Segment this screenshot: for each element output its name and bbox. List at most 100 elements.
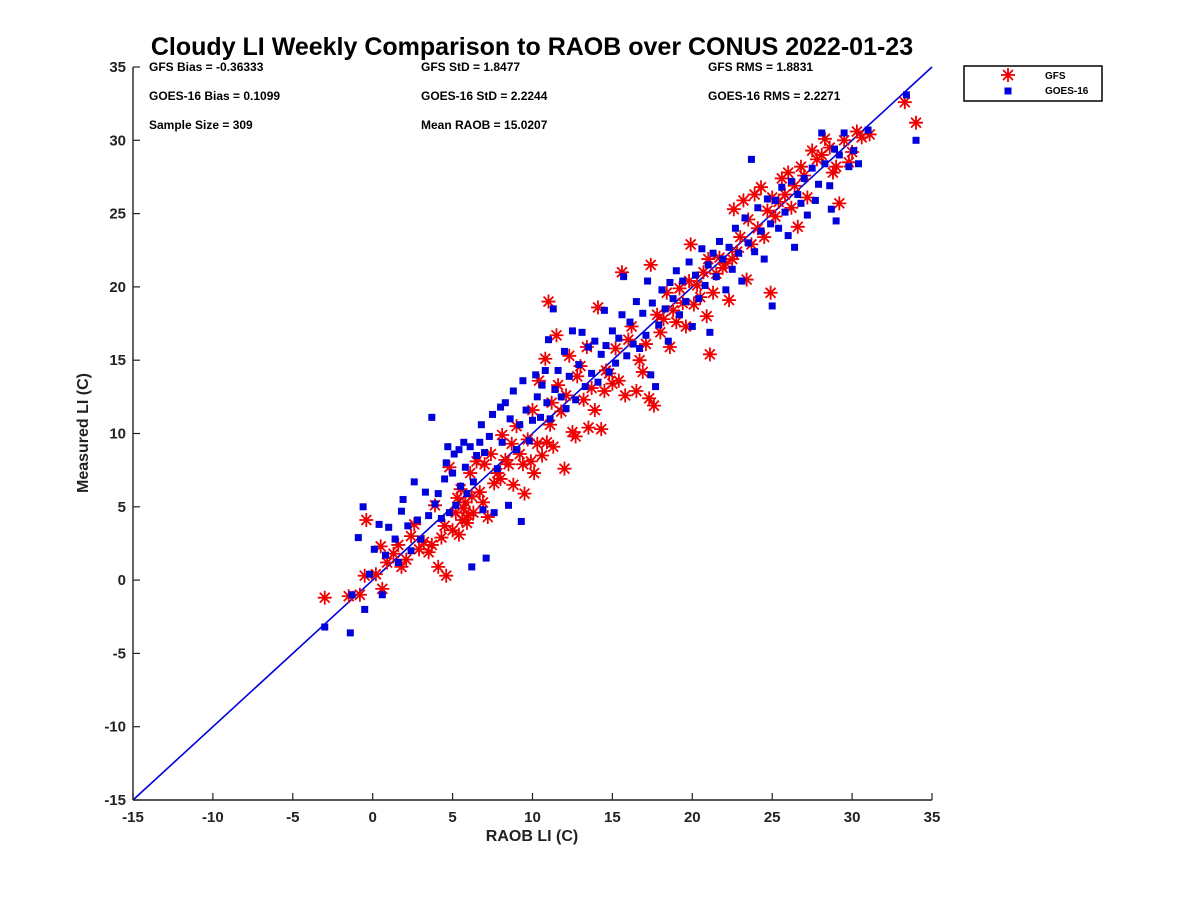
gfs-point bbox=[817, 131, 832, 146]
gfs-point bbox=[523, 454, 538, 469]
x-tick-label: 20 bbox=[684, 809, 701, 826]
goes16-point bbox=[421, 488, 429, 496]
gfs-point bbox=[754, 180, 769, 195]
gfs-point bbox=[490, 466, 505, 481]
gfs-point bbox=[594, 422, 609, 437]
goes16-point bbox=[620, 273, 628, 281]
goes16-point bbox=[497, 403, 505, 411]
gfs-point bbox=[487, 476, 502, 491]
goes16-point bbox=[361, 605, 369, 613]
gfs-point bbox=[763, 285, 778, 300]
gfs-point bbox=[706, 285, 721, 300]
gfs-point bbox=[624, 319, 639, 334]
x-tick-label: 25 bbox=[764, 809, 781, 826]
goes16-point bbox=[445, 509, 453, 517]
goes16-point bbox=[509, 387, 517, 395]
gfs-point bbox=[493, 471, 508, 486]
x-tick-label: 15 bbox=[604, 809, 621, 826]
gfs-point bbox=[557, 461, 572, 476]
gfs-point bbox=[629, 383, 644, 398]
goes16-point bbox=[642, 331, 650, 339]
y-tick-label: 20 bbox=[109, 279, 126, 296]
goes16-point bbox=[832, 217, 840, 225]
goes16-point bbox=[647, 371, 655, 379]
gfs-point bbox=[793, 159, 808, 174]
goes16-point bbox=[652, 383, 660, 391]
gfs-point bbox=[635, 364, 650, 379]
gfs-point bbox=[829, 159, 844, 174]
goes16-point bbox=[525, 437, 533, 445]
goes16-point bbox=[608, 327, 616, 335]
goes16-point bbox=[731, 224, 739, 232]
goes16-point bbox=[551, 386, 559, 394]
goes16-point bbox=[370, 545, 378, 553]
goes16-point bbox=[701, 281, 709, 289]
gfs-point bbox=[656, 312, 671, 327]
gfs-point bbox=[832, 196, 847, 211]
gfs-point bbox=[472, 485, 487, 500]
goes16-point bbox=[831, 145, 839, 153]
gfs-point bbox=[544, 395, 559, 410]
goes16-point bbox=[549, 305, 557, 313]
goes16-point bbox=[366, 570, 374, 578]
goes16-point bbox=[597, 350, 605, 358]
gfs-point bbox=[466, 505, 481, 520]
goes16-point bbox=[532, 371, 540, 379]
goes16-point bbox=[902, 91, 910, 99]
stat-text: GFS RMS = 1.8831 bbox=[708, 60, 813, 74]
gfs-point bbox=[837, 133, 852, 148]
goes16-point bbox=[498, 438, 506, 446]
gfs-point bbox=[404, 529, 419, 544]
gfs-point bbox=[696, 265, 711, 280]
gfs-point bbox=[774, 171, 789, 186]
gfs-point bbox=[597, 383, 612, 398]
stat-text: GOES-16 Bias = 0.1099 bbox=[149, 89, 280, 103]
goes16-point bbox=[794, 191, 802, 199]
gfs-point bbox=[437, 518, 452, 533]
gfs-point bbox=[539, 435, 554, 450]
goes16-point bbox=[354, 534, 362, 542]
goes16-point bbox=[541, 366, 549, 374]
gfs-point bbox=[407, 517, 422, 532]
stat-text: GFS StD = 1.8477 bbox=[421, 60, 520, 74]
legend: GFS GOES-16 bbox=[963, 65, 1103, 102]
gfs-point bbox=[659, 285, 674, 300]
gfs-point bbox=[448, 505, 463, 520]
gfs-point bbox=[686, 297, 701, 312]
goes16-point bbox=[781, 208, 789, 216]
goes16-point bbox=[466, 443, 474, 451]
goes16-point bbox=[605, 368, 613, 376]
goes16-point bbox=[578, 328, 586, 336]
legend-gfs-marker bbox=[1001, 68, 1015, 82]
gfs-point bbox=[551, 378, 566, 393]
goes16-point bbox=[485, 432, 493, 440]
goes16-point bbox=[442, 459, 450, 467]
series-goes16 bbox=[321, 91, 920, 637]
goes16-point bbox=[760, 255, 768, 263]
goes16-point bbox=[706, 328, 714, 336]
chart-title: Cloudy LI Weekly Comparison to RAOB over… bbox=[151, 33, 913, 61]
gfs-point bbox=[726, 202, 741, 217]
gfs-point bbox=[554, 404, 569, 419]
gfs-point bbox=[352, 587, 367, 602]
goes16-point bbox=[588, 369, 596, 377]
goes16-point bbox=[728, 265, 736, 273]
goes16-point bbox=[658, 286, 666, 294]
goes16-point bbox=[444, 443, 452, 451]
x-tick-label: 30 bbox=[844, 809, 861, 826]
gfs-point bbox=[666, 303, 681, 318]
gfs-point bbox=[434, 530, 449, 545]
gfs-point bbox=[451, 527, 466, 542]
goes16-point bbox=[688, 322, 696, 330]
gfs-point bbox=[747, 187, 762, 202]
goes16-point bbox=[375, 520, 383, 528]
goes16-point bbox=[679, 277, 687, 285]
goes16-point bbox=[449, 469, 457, 477]
goes16-point bbox=[407, 547, 415, 555]
x-ticks: -15 -10 -5 0 5 10 15 20 25 30 35 bbox=[122, 793, 940, 826]
goes16-point bbox=[428, 413, 436, 421]
goes16-point bbox=[808, 164, 816, 172]
goes16-point bbox=[490, 509, 498, 517]
goes16-point bbox=[666, 279, 674, 287]
